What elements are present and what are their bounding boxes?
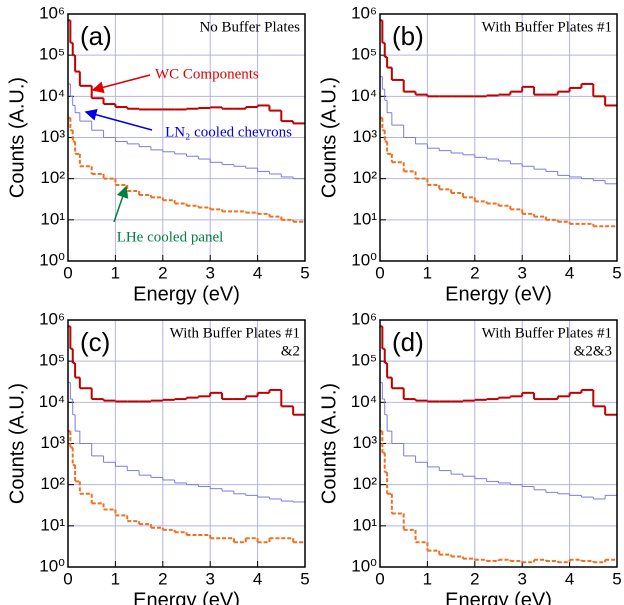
x-tick-label: 4 xyxy=(565,263,574,282)
annotation: LN₂ cooled chevrons xyxy=(165,124,292,140)
plot-frame xyxy=(67,13,306,262)
series xyxy=(380,325,617,416)
y-tick-label: 10⁵ xyxy=(39,351,65,370)
x-tick-label: 4 xyxy=(253,569,262,588)
panel-title: &2 xyxy=(281,343,300,359)
x-tick-label: 1 xyxy=(423,263,432,282)
x-tick-label: 3 xyxy=(205,569,214,588)
x-tick-label: 2 xyxy=(158,569,167,588)
panel: 10⁰ 10¹ 10² 10³ 10⁴ 10⁵ 10⁶ 0 1 2 3 4 5 (b) With Buffe… xyxy=(318,3,621,305)
y-tick-label: 10³ xyxy=(352,433,377,452)
y-tick-label: 10⁶ xyxy=(39,309,65,328)
x-tick-label: 3 xyxy=(517,569,526,588)
y-tick-label: 10⁶ xyxy=(351,3,377,22)
x-tick-label: 0 xyxy=(63,263,72,282)
y-tick-label: 10² xyxy=(40,168,65,187)
x-tick-label: 1 xyxy=(111,569,120,588)
y-axis-label: Counts (A.U.) xyxy=(318,383,340,504)
x-axis-label: Energy (eV) xyxy=(133,283,240,305)
y-tick-label: 10² xyxy=(352,474,377,493)
y-tick-label: 10¹ xyxy=(40,515,65,534)
panel-title: With Buffer Plates #1 xyxy=(170,325,300,341)
series xyxy=(380,382,617,500)
x-axis-label: Energy (eV) xyxy=(445,589,552,605)
series xyxy=(68,116,305,223)
series xyxy=(68,83,305,180)
x-tick-label: 5 xyxy=(612,263,621,282)
series xyxy=(380,430,617,564)
panel-label: (a) xyxy=(80,21,112,51)
y-tick-label: 10⁴ xyxy=(39,86,65,105)
y-tick-label: 10⁵ xyxy=(351,351,377,370)
y-tick-label: 10¹ xyxy=(352,209,377,228)
annotation-arrow xyxy=(91,74,151,94)
y-tick-label: 10⁴ xyxy=(351,392,377,411)
y-tick-label: 10⁰ xyxy=(351,556,377,575)
y-tick-label: 10⁶ xyxy=(39,3,65,22)
panel-title: With Buffer Plates #1 xyxy=(482,325,612,341)
x-axis-label: Energy (eV) xyxy=(133,589,240,605)
panel-title: With Buffer Plates #1 xyxy=(482,19,612,35)
y-tick-label: 10⁴ xyxy=(351,86,377,105)
panel-title: No Buffer Plates xyxy=(199,19,300,35)
plot-frame xyxy=(379,13,618,262)
y-tick-label: 10³ xyxy=(352,127,377,146)
x-tick-label: 0 xyxy=(375,263,384,282)
x-tick-label: 5 xyxy=(300,569,309,588)
annotation: LHe cooled panel xyxy=(117,229,224,245)
x-tick-label: 2 xyxy=(470,263,479,282)
y-tick-label: 10⁶ xyxy=(351,309,377,328)
y-axis-label: Counts (A.U.) xyxy=(6,77,28,198)
annotation-arrow xyxy=(84,108,153,131)
y-tick-label: 10³ xyxy=(40,433,65,452)
annotation-arrow xyxy=(113,185,129,223)
series xyxy=(380,76,617,185)
y-tick-label: 10² xyxy=(352,168,377,187)
x-tick-label: 0 xyxy=(63,569,72,588)
panel: 10⁰ 10¹ 10² 10³ 10⁴ 10⁵ 10⁶ 0 1 2 3 4 5 (a) No Buffer … xyxy=(6,3,309,305)
x-tick-label: 5 xyxy=(612,569,621,588)
series xyxy=(380,116,617,228)
y-tick-label: 10⁰ xyxy=(351,250,377,269)
x-tick-label: 3 xyxy=(517,263,526,282)
panel: 10⁰ 10¹ 10² 10³ 10⁴ 10⁵ 10⁶ 0 1 2 3 4 5 (c) With Buffe… xyxy=(6,309,309,605)
y-axis-label: Counts (A.U.) xyxy=(318,77,340,198)
x-tick-label: 2 xyxy=(158,263,167,282)
y-tick-label: 10¹ xyxy=(40,209,65,228)
y-axis-label: Counts (A.U.) xyxy=(6,383,28,504)
y-tick-label: 10⁴ xyxy=(39,392,65,411)
x-tick-label: 0 xyxy=(375,569,384,588)
series xyxy=(68,430,305,544)
series xyxy=(68,325,305,416)
x-tick-label: 3 xyxy=(205,263,214,282)
panel-label: (d) xyxy=(392,327,424,357)
x-tick-label: 1 xyxy=(423,569,432,588)
x-tick-label: 2 xyxy=(470,569,479,588)
y-tick-label: 10³ xyxy=(40,127,65,146)
y-tick-label: 10⁵ xyxy=(351,45,377,64)
y-tick-label: 10⁵ xyxy=(39,45,65,64)
y-tick-label: 10¹ xyxy=(352,515,377,534)
series xyxy=(380,19,617,107)
x-tick-label: 1 xyxy=(111,263,120,282)
panel-title: &2&3 xyxy=(574,343,612,359)
annotation: WC Components xyxy=(155,66,259,82)
y-tick-label: 10² xyxy=(40,474,65,493)
panel-label: (b) xyxy=(392,21,424,51)
plot-frame xyxy=(379,319,618,568)
x-tick-label: 5 xyxy=(300,263,309,282)
x-tick-label: 4 xyxy=(565,569,574,588)
y-tick-label: 10⁰ xyxy=(39,250,65,269)
series xyxy=(68,19,305,125)
plot-frame xyxy=(67,319,306,568)
x-tick-label: 4 xyxy=(253,263,262,282)
panel-label: (c) xyxy=(80,327,110,357)
x-axis-label: Energy (eV) xyxy=(445,283,552,305)
panel: 10⁰ 10¹ 10² 10³ 10⁴ 10⁵ 10⁶ 0 1 2 3 4 5 (d) With Buffe… xyxy=(318,309,621,605)
y-tick-label: 10⁰ xyxy=(39,556,65,575)
series xyxy=(68,382,305,503)
